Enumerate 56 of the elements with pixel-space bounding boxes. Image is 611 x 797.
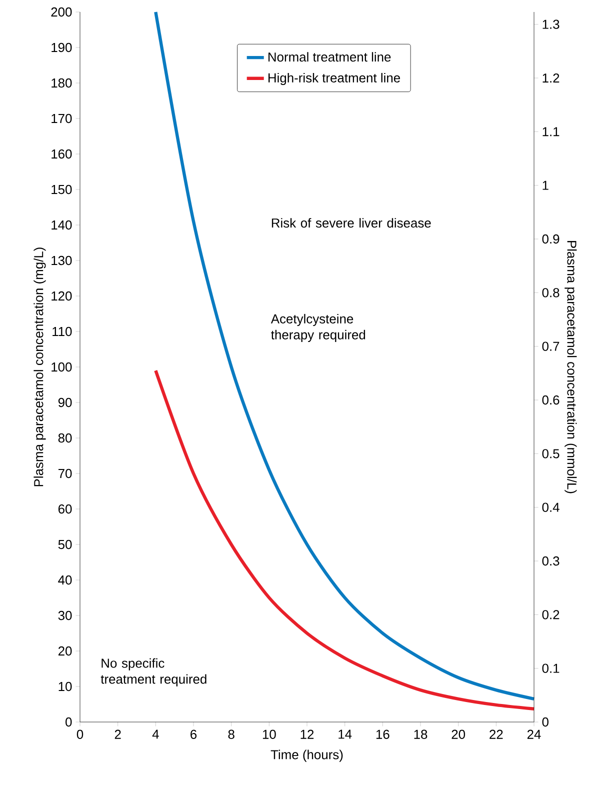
x-tick-label: 2 <box>114 730 121 739</box>
y-tick-label: 130 <box>52 256 72 266</box>
x-tick-label: 6 <box>190 730 197 739</box>
y-tick-label: 90 <box>58 398 72 408</box>
x-tick-label: 20 <box>452 730 466 739</box>
x-tick-label: 22 <box>490 730 503 739</box>
y-tick-label: 150 <box>52 184 72 194</box>
y-tick-label: 20 <box>58 646 72 656</box>
y-tick-label: 110 <box>52 326 72 336</box>
y2-tick-label: 0.7 <box>542 342 560 351</box>
y-tick-label: 170 <box>52 114 72 124</box>
y-tick-label: 70 <box>58 468 72 478</box>
y-tick-label: 190 <box>52 42 72 52</box>
y-tick-label: 0 <box>66 717 72 727</box>
y-tick-label: 40 <box>58 575 72 585</box>
x-tick-label: 18 <box>414 730 428 739</box>
x-axis-title: Time (hours) <box>270 750 343 762</box>
legend-label: Normal treatment line <box>268 52 391 62</box>
y-tick-label: 140 <box>52 220 72 230</box>
annotation: No specific treatment required <box>100 658 206 686</box>
y2-tick-label: 0.1 <box>542 664 560 673</box>
y-tick-label: 60 <box>58 504 72 514</box>
y2-tick-label: 0.2 <box>542 610 560 620</box>
x-tick-label: 16 <box>376 730 390 739</box>
y2-tick-label: 0.9 <box>542 234 560 244</box>
y2-tick-label: 1.2 <box>542 73 560 83</box>
y2-axis-title: Plasma paracetamol concentration (mmol/L) <box>564 241 577 494</box>
y2-tick-label: 0 <box>542 717 548 727</box>
y-tick-label: 80 <box>58 433 72 443</box>
y2-tick-label: 1 <box>542 180 548 190</box>
y-tick-label: 120 <box>52 291 72 301</box>
x-tick-label: 8 <box>228 730 234 739</box>
annotation: Risk of severe liver disease <box>272 218 431 228</box>
y-tick-label: 160 <box>52 149 72 159</box>
y2-tick-label: 0.4 <box>542 502 560 512</box>
x-tick-label: 14 <box>338 730 352 739</box>
y-tick-label: 100 <box>52 362 72 372</box>
y2-tick-label: 0.5 <box>542 449 560 458</box>
x-tick-label: 12 <box>300 730 314 739</box>
y-tick-label: 50 <box>58 540 72 550</box>
y-tick-label: 10 <box>58 682 72 692</box>
y2-tick-label: 1.1 <box>542 127 560 136</box>
x-tick-label: 10 <box>262 730 276 739</box>
legend-label: High-risk treatment line <box>268 72 400 86</box>
x-tick-label: 24 <box>527 730 541 739</box>
y2-tick-label: 0.3 <box>542 556 560 566</box>
x-tick-label: 4 <box>152 730 159 739</box>
annotation: Acetylcysteine therapy required <box>270 314 366 342</box>
y2-tick-label: 1.3 <box>542 20 560 29</box>
y2-tick-label: 0.8 <box>542 288 560 298</box>
y-axis-title: Plasma paracetamol concentration (mg/L) <box>34 248 46 486</box>
y-tick-label: 30 <box>58 610 72 620</box>
y-tick-label: 180 <box>52 78 72 88</box>
y2-tick-label: 0.6 <box>542 395 560 405</box>
x-tick-label: 0 <box>76 730 84 739</box>
y-tick-label: 200 <box>51 7 72 17</box>
